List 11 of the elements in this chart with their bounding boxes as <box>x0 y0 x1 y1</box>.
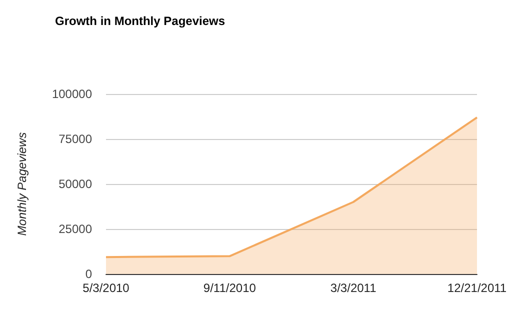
y-tick-label: 75000 <box>58 132 92 146</box>
y-tick-label: 50000 <box>58 177 92 191</box>
y-tick-label: 0 <box>85 267 92 281</box>
y-axis-title: Monthly Pageviews <box>15 132 29 236</box>
x-tick-label: 12/21/2011 <box>447 281 507 295</box>
x-tick-label: 3/3/2011 <box>330 281 377 295</box>
x-tick-label: 9/11/2010 <box>203 281 256 295</box>
y-tick-label: 25000 <box>58 222 92 236</box>
y-tick-label: 100000 <box>52 87 92 101</box>
x-tick-label: 5/3/2010 <box>82 281 130 295</box>
chart-title: Growth in Monthly Pageviews <box>55 14 226 28</box>
